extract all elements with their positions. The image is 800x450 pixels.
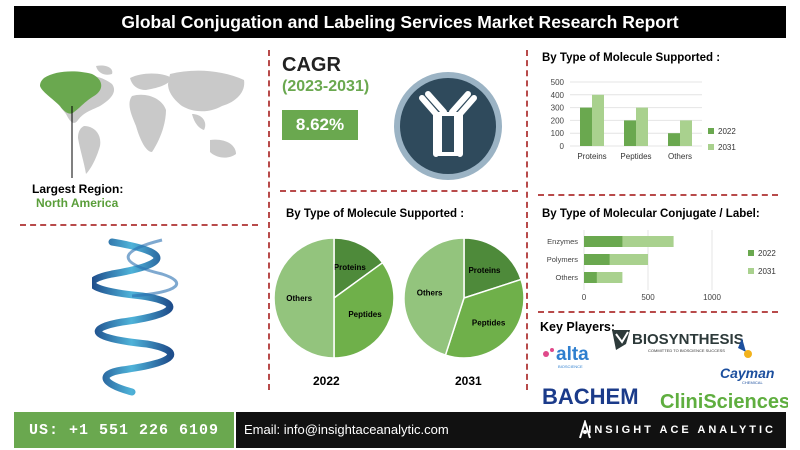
x-tick-label: 500: [641, 293, 655, 302]
antibody-icon: [394, 72, 502, 180]
y-tick-label: Polymers: [547, 255, 579, 264]
x-tick-label: Peptides: [620, 152, 651, 161]
pie-slice-proteins-2031: [463, 237, 523, 300]
pie-label: Peptides: [472, 319, 506, 328]
pie-year-2022: 2022: [313, 374, 340, 388]
svg-text:CHEMICAL: CHEMICAL: [742, 380, 763, 385]
y-tick-label: 0: [560, 142, 565, 151]
divider-bars: [538, 194, 778, 196]
bachem-logo: BACHEM: [542, 384, 639, 409]
x-tick-label: 0: [582, 293, 587, 302]
svg-text:BIOSYNTHESIS: BIOSYNTHESIS: [632, 331, 744, 348]
divider-cagr: [280, 190, 518, 192]
bar-others-2031: [584, 272, 623, 283]
largest-region-label: Largest Region:: [32, 182, 124, 196]
company-logos: alta BIOSCIENCE BIOSYNTHESIS COMMITTED T…: [542, 330, 788, 412]
svg-text:CliniSciences: CliniSciences: [660, 391, 788, 412]
key-players-label: Key Players:: [540, 320, 616, 334]
largest-region-value: North America: [36, 196, 119, 210]
y-tick-label: Enzymes: [547, 237, 578, 246]
cagr-period: (2023-2031): [282, 78, 370, 95]
bar-enzymes-2022: [584, 236, 623, 247]
legend-label: 2022: [758, 249, 776, 258]
email-address[interactable]: Email: info@insightaceanalytic.com: [244, 422, 449, 437]
bar-others-2022: [668, 133, 680, 146]
brand-logo-icon: [579, 420, 591, 439]
bar-peptides-2031: [636, 107, 648, 146]
bar-peptides-2022: [624, 120, 636, 146]
svg-text:BIOSCIENCE: BIOSCIENCE: [558, 364, 583, 369]
pie-label: Proteins: [334, 263, 367, 272]
bar-polymers-2022: [584, 254, 610, 265]
legend-swatch: [748, 268, 754, 274]
legend-label: 2031: [718, 143, 736, 152]
dna-helix-image: [92, 238, 179, 396]
pie-label: Peptides: [348, 310, 382, 319]
y-tick-label: 400: [551, 91, 565, 100]
y-tick-label: 100: [551, 129, 565, 138]
pie-slice-proteins-2022: [333, 237, 384, 300]
bar-others-2031: [680, 120, 692, 146]
bar-chart-conjugate: 0 500 1000 Enzymes Polymers Others 2022 2031: [547, 230, 776, 302]
biosynthesis-logo: BIOSYNTHESIS COMMITTED TO BIOSCIENCE SUC…: [612, 330, 744, 353]
legend-label: 2031: [758, 267, 776, 276]
alta-logo: alta BIOSCIENCE: [543, 344, 589, 369]
svg-text:BACHEM: BACHEM: [542, 384, 639, 409]
divider-conjugate: [538, 311, 778, 313]
pie-label: Others: [417, 289, 443, 298]
pie-label: Others: [286, 294, 312, 303]
bar-proteins-2031: [592, 94, 604, 146]
legend-swatch: [748, 250, 754, 256]
bar-enzymes-2031: [584, 236, 674, 247]
bar-chart-2-title: By Type of Molecular Conjugate / Label:: [542, 208, 760, 220]
x-tick-label: Others: [668, 152, 692, 161]
report-title: Global Conjugation and Labeling Services…: [14, 6, 786, 38]
divider-left: [268, 50, 270, 390]
divider-right: [526, 50, 528, 390]
bar-proteins-2022: [580, 107, 592, 146]
cayman-logo: Cayman CHEMICAL: [720, 338, 774, 385]
y-tick-label: Others: [555, 273, 578, 282]
x-tick-label: 1000: [703, 293, 721, 302]
cagr-value: 8.62%: [282, 110, 358, 140]
y-tick-label: 300: [551, 104, 565, 113]
legend-label: 2022: [718, 127, 736, 136]
svg-text:alta: alta: [556, 344, 589, 365]
bar-others-2022: [584, 272, 597, 283]
pie-year-2031: 2031: [455, 374, 482, 388]
pie-slice-others-2031: [403, 237, 465, 357]
clinisciences-logo: CliniSciences: [660, 391, 788, 412]
legend-swatch: [708, 128, 714, 134]
north-america-highlight: [40, 71, 102, 114]
legend-swatch: [708, 144, 714, 150]
footer-bar: Email: info@insightaceanalytic.com INSIG…: [236, 412, 786, 448]
divider-region: [20, 224, 258, 226]
y-tick-label: 200: [551, 116, 565, 125]
brand-name: INSIGHT ACE ANALYTIC: [588, 424, 776, 436]
phone-number: US: +1 551 226 6109: [14, 412, 234, 448]
pie-section-title: By Type of Molecule Supported :: [286, 208, 465, 220]
pie-slice-peptides-2031: [444, 278, 525, 359]
svg-text:COMMITTED TO BIOSCIENCE SUCCES: COMMITTED TO BIOSCIENCE SUCCESS: [648, 348, 725, 353]
pie-slice-others-2022: [273, 237, 335, 359]
pie-charts: Proteins Peptides Others Proteins Peptides Ot…: [273, 237, 525, 359]
world-map: [40, 65, 245, 178]
bar-polymers-2031: [584, 254, 648, 265]
pie-label: Proteins: [468, 266, 501, 275]
bar-chart-1-title: By Type of Molecule Supported :: [542, 52, 721, 64]
x-tick-label: Proteins: [577, 152, 606, 161]
svg-text:Cayman: Cayman: [720, 365, 774, 381]
cagr-label: CAGR: [282, 54, 341, 76]
y-tick-label: 500: [551, 78, 565, 87]
pie-slice-peptides-2022: [333, 261, 395, 359]
bar-chart-molecule: 0 100 200 300 400 500 Proteins Peptides Others 20…: [551, 78, 737, 161]
